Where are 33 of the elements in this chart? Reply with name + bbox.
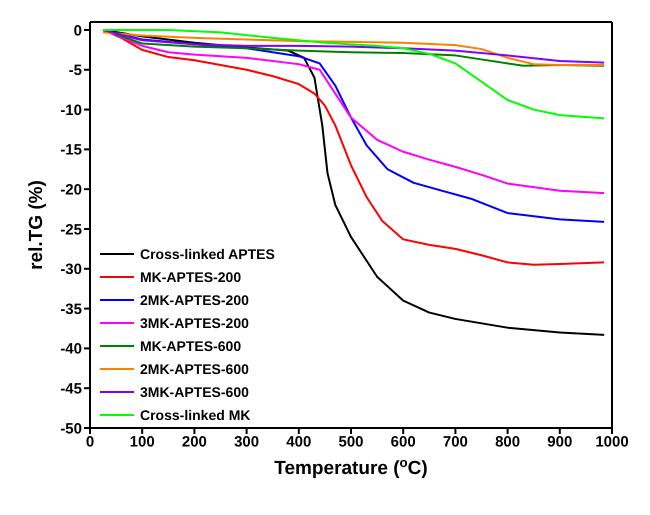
y-tick-label: -50 [60,420,82,438]
y-tick-label: -45 [60,380,82,398]
y-tick-label: -40 [60,340,82,358]
x-tick-label: 600 [390,434,416,451]
legend-label: MK-APTES-600 [140,338,242,354]
x-tick-label: 1000 [595,434,629,451]
x-tick-label: 500 [338,434,364,451]
legend-label: 2MK-APTES-600 [140,360,249,376]
y-tick-label: -30 [60,261,82,278]
legend-label: 2MK-APTES-200 [140,292,249,308]
x-tick-label: 400 [286,434,312,451]
x-tick-label: 200 [182,434,207,451]
y-tick-label: -15 [60,142,82,159]
legend-label: Cross-linked MK [140,406,250,422]
legend-label: 3MK-APTES-200 [140,314,249,330]
x-tick-label: 900 [547,434,572,451]
y-tick-label: -5 [68,62,82,80]
legend-label: Cross-linked APTES [140,246,275,262]
y-tick-label: 0 [74,22,82,40]
y-axis-title: rel.TG (%) [26,180,47,270]
legend-label: 3MK-APTES-600 [140,384,249,400]
x-tick-label: 0 [86,434,94,451]
y-tick-label: -35 [60,300,82,318]
x-tick-label: 100 [130,434,155,451]
y-tick-label: -25 [60,221,82,238]
y-tick-label: -20 [60,182,82,198]
line-series [102,28,606,120]
legend-label: MK-APTES-200 [140,268,242,284]
x-tick-label: 700 [442,434,468,451]
y-tick-label: -10 [60,102,82,119]
x-axis-title: Temperature ($^{o}$C) [274,454,428,479]
x-tick-label: 800 [495,434,520,451]
x-tick-label: 300 [234,434,260,451]
